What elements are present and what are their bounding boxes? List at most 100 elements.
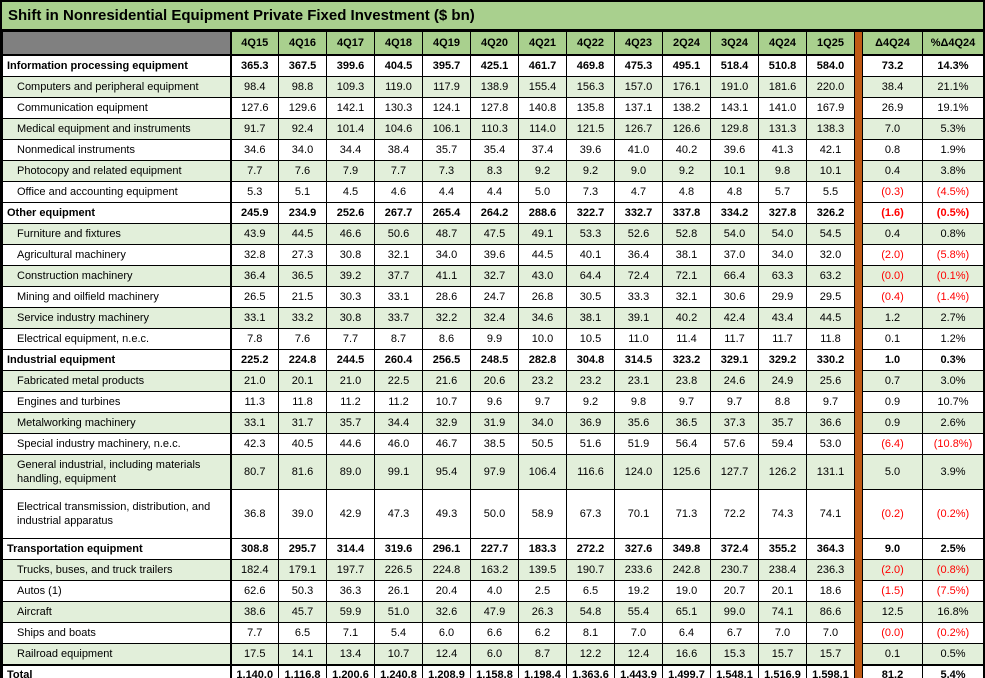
table-row: Autos (1) 62.6 50.3 36.3 26.1 20.4 4.0 2.5 6.5 19… (2, 580, 984, 602)
value-cell: 267.7 (374, 202, 423, 224)
value-cell: 4.4 (422, 181, 471, 203)
value-cell: 36.4 (230, 265, 279, 287)
value-cell: 89.0 (326, 454, 375, 490)
value-cell: 70.1 (614, 489, 663, 539)
value-cell: 138.3 (806, 118, 855, 140)
orange-separator-bar (854, 31, 863, 678)
value-cell: 5.0 (518, 181, 567, 203)
value-cell: 139.5 (518, 559, 567, 581)
value-cell: 45.7 (278, 601, 327, 623)
value-cell: 9.7 (518, 391, 567, 413)
value-cell: 41.0 (614, 139, 663, 161)
value-cell: 7.7 (326, 328, 375, 350)
value-cell: 44.5 (806, 307, 855, 329)
value-cell: 7.3 (422, 160, 471, 182)
value-cell: 36.5 (662, 412, 711, 434)
value-cell: 7.7 (230, 622, 279, 644)
value-cell: 15.7 (806, 643, 855, 666)
value-cell: 50.3 (278, 580, 327, 602)
pct-delta-value-cell: 2.5% (922, 538, 984, 560)
value-cell: 44.5 (278, 223, 327, 245)
value-cell: 13.4 (326, 643, 375, 666)
value-cell: 101.4 (326, 118, 375, 140)
delta-value-cell: 1.0 (862, 349, 923, 371)
value-cell: 42.4 (710, 307, 759, 329)
value-cell: 9.6 (470, 391, 519, 413)
pct-delta-value-cell: 16.8% (922, 601, 984, 623)
value-cell: 42.3 (230, 433, 279, 455)
value-cell: 304.8 (566, 349, 615, 371)
value-cell: 349.8 (662, 538, 711, 560)
value-cell: 182.4 (230, 559, 279, 581)
value-cell: 32.6 (422, 601, 471, 623)
value-cell: 11.2 (326, 391, 375, 413)
value-cell: 319.6 (374, 538, 423, 560)
value-cell: 330.2 (806, 349, 855, 371)
value-cell: 23.2 (518, 370, 567, 392)
value-cell: 32.0 (806, 244, 855, 266)
value-cell: 52.8 (662, 223, 711, 245)
value-cell: 337.8 (662, 202, 711, 224)
delta-value-cell: 1.2 (862, 307, 923, 329)
value-cell: 7.7 (374, 160, 423, 182)
value-cell: 6.6 (470, 622, 519, 644)
value-cell: 10.1 (806, 160, 855, 182)
value-cell: 15.3 (710, 643, 759, 666)
value-cell: 495.1 (662, 54, 711, 77)
table-row: General industrial, including materials … (2, 454, 984, 490)
table-row: Other equipment 245.9 234.9 252.6 267.7 265.4… (2, 202, 984, 224)
value-cell: 72.2 (710, 489, 759, 539)
value-cell: 98.8 (278, 76, 327, 98)
value-cell: 32.2 (422, 307, 471, 329)
value-cell: 20.1 (758, 580, 807, 602)
delta-value-cell: 9.0 (862, 538, 923, 560)
value-cell: 40.2 (662, 307, 711, 329)
row-label: Office and accounting equipment (2, 181, 232, 203)
row-label: Metalworking machinery (2, 412, 232, 434)
value-cell: 138.9 (470, 76, 519, 98)
value-cell: 138.2 (662, 97, 711, 119)
quarter-column-header: 4Q24 (758, 31, 807, 56)
value-cell: 4.4 (470, 181, 519, 203)
value-cell: 39.0 (278, 489, 327, 539)
value-cell: 220.0 (806, 76, 855, 98)
value-cell: 4.8 (710, 181, 759, 203)
value-cell: 33.7 (374, 307, 423, 329)
quarter-column-header: 4Q18 (374, 31, 423, 56)
pct-delta-value-cell: 2.7% (922, 307, 984, 329)
table-row: Computers and peripheral equipment 98.4 98… (2, 76, 984, 98)
value-cell: 23.1 (614, 370, 663, 392)
value-cell: 7.8 (230, 328, 279, 350)
value-cell: 2.5 (518, 580, 567, 602)
value-cell: 92.4 (278, 118, 327, 140)
value-cell: 33.1 (230, 412, 279, 434)
value-cell: 323.2 (662, 349, 711, 371)
value-cell: 86.6 (806, 601, 855, 623)
value-cell: 50.0 (470, 489, 519, 539)
value-cell: 59.4 (758, 433, 807, 455)
table-row: Total 1,140.0 1,116.8 1,200.6 1,240.8 1,208.9… (2, 664, 984, 678)
value-cell: 234.9 (278, 202, 327, 224)
value-cell: 190.7 (566, 559, 615, 581)
table-row: Mining and oilfield machinery 26.5 21.5 30.… (2, 286, 984, 308)
value-cell: 9.2 (566, 160, 615, 182)
value-cell: 72.4 (614, 265, 663, 287)
quarter-column-header: 1Q25 (806, 31, 855, 56)
value-cell: 41.1 (422, 265, 471, 287)
delta-column-header: %Δ4Q24 (922, 31, 984, 56)
value-cell: 127.7 (710, 454, 759, 490)
value-cell: 288.6 (518, 202, 567, 224)
value-cell: 4.7 (614, 181, 663, 203)
value-cell: 143.1 (710, 97, 759, 119)
row-label: Other equipment (2, 202, 232, 224)
value-cell: 54.0 (758, 223, 807, 245)
value-cell: 63.3 (758, 265, 807, 287)
pct-delta-value-cell: (0.1%) (922, 265, 984, 287)
value-cell: 9.9 (470, 328, 519, 350)
value-cell: 30.8 (326, 244, 375, 266)
value-cell: 1,198.4 (518, 664, 567, 678)
value-cell: 156.3 (566, 76, 615, 98)
value-cell: 6.2 (518, 622, 567, 644)
value-cell: 6.0 (470, 643, 519, 666)
value-cell: 119.0 (374, 76, 423, 98)
